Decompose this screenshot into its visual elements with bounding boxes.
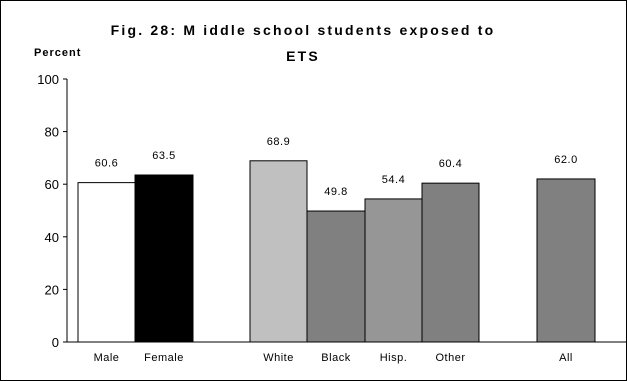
category-label: All [559,352,573,364]
value-labels: 60.6 63.5 68.9 49.8 54.4 60.4 62.0 [95,136,577,198]
value-label: 49.8 [324,186,347,198]
y-tick-label: 40 [45,230,59,245]
bar-black [306,210,366,343]
category-label: Hisp. [380,352,408,364]
bar-all [536,178,596,343]
value-label: 60.4 [439,158,462,170]
y-axis-label: Percent [34,47,81,59]
category-label: Male [94,352,120,364]
category-label: White [263,352,294,364]
y-tick-label: 60 [45,177,59,192]
bar-hisp [364,198,423,343]
y-tick-label: 100 [37,72,59,87]
y-tick-label: 0 [52,335,59,350]
x-axis-categories: Male Female White Black Hisp. Other All [94,352,573,364]
category-label: Female [144,352,184,364]
bar-white [249,160,308,343]
bar-male [77,182,136,343]
category-label: Black [321,352,350,364]
category-label: Other [435,352,465,364]
value-label: 68.9 [267,136,290,148]
bar-female [134,174,194,343]
chart-title-line-1: Fig. 28: M iddle school students exposed… [111,22,496,38]
value-label: 63.5 [152,150,175,162]
bars [77,160,596,343]
value-label: 54.4 [382,174,405,186]
y-tick-label: 20 [45,282,59,297]
value-label: 62.0 [554,154,577,166]
chart-title-line-2: ETS [286,48,320,64]
value-label: 60.6 [95,158,118,170]
bar-other [421,182,480,343]
y-tick-label: 80 [45,125,59,140]
